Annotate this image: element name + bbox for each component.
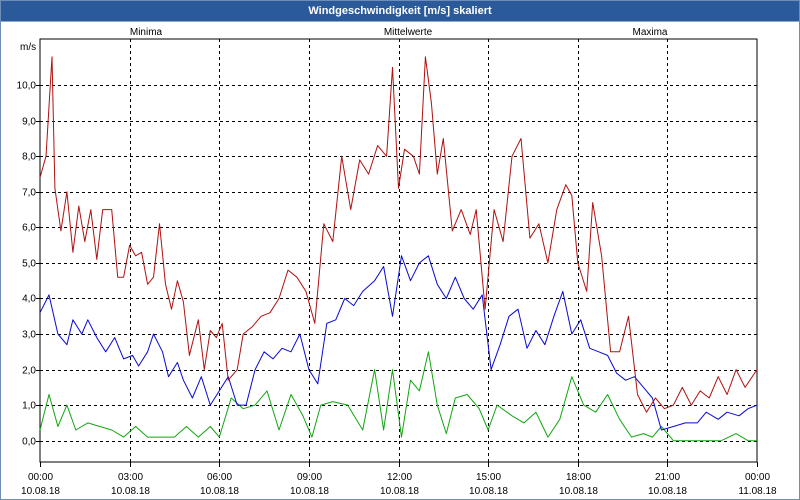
plot-frame: [40, 39, 757, 462]
y-tick-label: 8,0: [22, 152, 36, 163]
y-tick-label: 4,0: [22, 294, 36, 305]
y-tick-label: 9,0: [22, 117, 36, 128]
x-tick-time: 09:00: [297, 472, 322, 483]
x-tick-date: 11.08.18: [738, 486, 777, 497]
x-tick-time: 12:00: [387, 472, 412, 483]
y-tick-label: 6,0: [22, 223, 36, 234]
x-tick-time: 21:00: [655, 472, 680, 483]
x-tick-time: 00:00: [28, 472, 53, 483]
legend-mittelwerte: Mittelwerte: [384, 27, 433, 38]
x-tick-date: 10.08.18: [200, 486, 239, 497]
x-tick-date: 10.08.18: [469, 486, 508, 497]
x-tick-date: 10.08.18: [290, 486, 329, 497]
y-tick-label: 10,0: [17, 81, 37, 92]
x-tick-time: 00:00: [745, 472, 770, 483]
y-tick-label: 5,0: [22, 259, 36, 270]
y-tick-label: 3,0: [22, 330, 36, 341]
x-tick-date: 10.08.18: [648, 486, 687, 497]
x-tick-date: 10.08.18: [111, 486, 150, 497]
x-tick-date: 10.08.18: [21, 486, 60, 497]
x-tick-date: 10.08.18: [559, 486, 598, 497]
legend-maxima: Maxima: [632, 27, 667, 38]
y-tick-label: 2,0: [22, 366, 36, 377]
y-axis-ticks: 0,0 1,0 2,0 3,0 4,0 5,0 6,0 7,0 8,0 9,0 10,0: [17, 81, 40, 448]
y-tick-label: 7,0: [22, 188, 36, 199]
x-tick-time: 15:00: [476, 472, 501, 483]
x-tick-date: 10.08.18: [380, 486, 419, 497]
x-axis-ticks: 00:00 10.08.18 03:00 10.08.18 06:00 10.08.18 0…: [21, 462, 777, 497]
x-tick-time: 06:00: [207, 472, 232, 483]
x-tick-time: 18:00: [566, 472, 591, 483]
y-tick-label: 0,0: [22, 437, 36, 448]
legend-minima: Minima: [130, 27, 163, 38]
y-tick-label: 1,0: [22, 401, 36, 412]
x-tick-time: 03:00: [118, 472, 143, 483]
y-axis-label: m/s: [20, 42, 36, 53]
